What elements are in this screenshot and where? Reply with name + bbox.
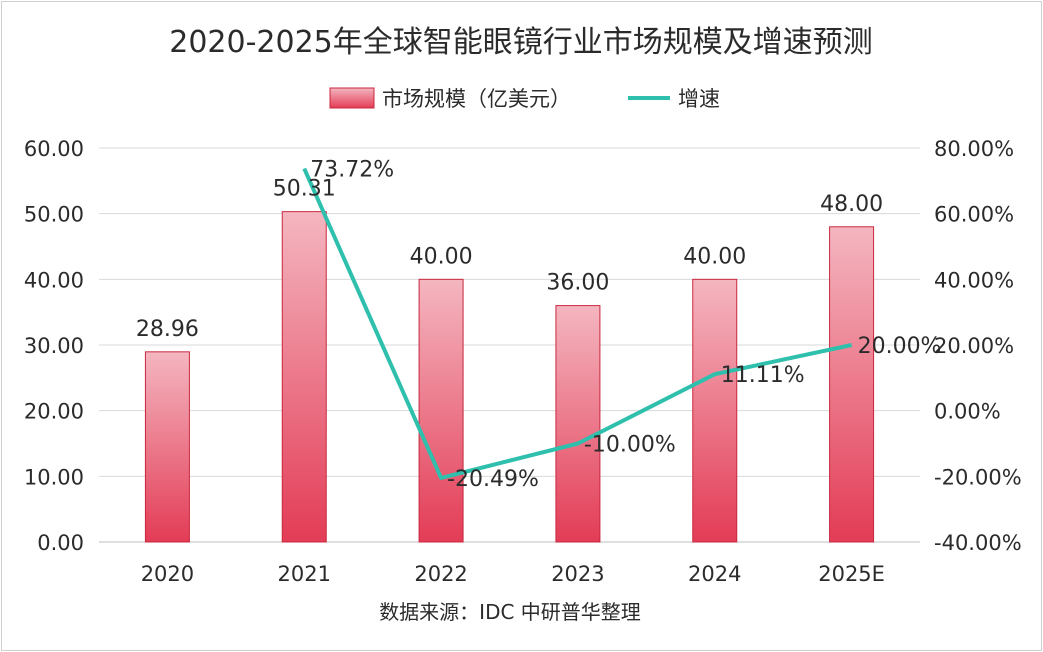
x-tick-label: 2020 [141, 562, 194, 586]
y-left-tick-label: 10.00 [24, 465, 84, 489]
legend-label-market-size: 市场规模（亿美元） [382, 87, 571, 111]
y-right-tick-label: 60.00% [934, 203, 1014, 227]
bar [692, 278, 738, 543]
bar-value-label: 40.00 [410, 244, 473, 269]
gridlines [99, 147, 920, 543]
chart-title: 2020-2025年全球智能眼镜行业市场规模及增速预测 [169, 25, 873, 60]
x-tick-label: 2021 [278, 562, 331, 586]
x-tick-label: 2024 [688, 562, 741, 586]
y-left-tick-label: 20.00 [24, 400, 84, 424]
source-note: 数据来源：IDC 中研普华整理 [379, 600, 641, 624]
bar [144, 351, 190, 543]
y-left-tick-label: 40.00 [24, 268, 84, 292]
y-right-tick-label: 40.00% [934, 268, 1014, 292]
bar [555, 305, 601, 543]
growth-value-label: -20.49% [447, 467, 539, 492]
y-axis-left: 0.00 10.00 20.00 30.00 40.00 50.00 60.00 [24, 137, 84, 555]
y-left-tick-label: 60.00 [24, 137, 84, 161]
y-left-tick-label: 50.00 [24, 203, 84, 227]
x-tick-label: 2025E [818, 562, 885, 586]
growth-value-label: 20.00% [858, 334, 942, 359]
y-right-tick-label: 20.00% [934, 334, 1014, 358]
y-right-tick-label: -40.00% [934, 531, 1022, 555]
y-right-tick-label: 0.00% [934, 400, 1001, 424]
legend: 市场规模（亿美元） 增速 [329, 87, 720, 111]
line-data-labels: 73.72% -20.49% -10.00% 11.11% 20.00% [310, 158, 941, 492]
growth-value-label: 11.11% [721, 363, 805, 388]
growth-value-label: 73.72% [310, 158, 394, 183]
bar-value-label: 40.00 [683, 244, 746, 269]
y-axis-right: -40.00% -20.00% 0.00% 20.00% 40.00% 60.00% 80.… [934, 137, 1022, 555]
x-tick-label: 2022 [414, 562, 467, 586]
bar-value-label: 36.00 [546, 271, 609, 296]
bar-value-label: 28.96 [136, 317, 199, 342]
bar [281, 211, 327, 543]
bar-series [144, 211, 875, 543]
bar-value-label: 48.00 [820, 192, 883, 217]
growth-line-series [302, 167, 853, 480]
x-tick-label: 2023 [551, 562, 604, 586]
x-axis: 2020 2021 2022 2023 2024 2025E [141, 562, 885, 586]
y-left-tick-label: 0.00 [37, 531, 84, 555]
y-left-tick-label: 30.00 [24, 334, 84, 358]
y-right-tick-label: 80.00% [934, 137, 1014, 161]
growth-line [302, 167, 853, 480]
legend-bar-swatch [329, 87, 375, 109]
growth-value-label: -10.00% [584, 433, 676, 458]
bar [829, 226, 875, 543]
y-right-tick-label: -20.00% [934, 465, 1022, 489]
legend-label-growth: 增速 [678, 87, 720, 111]
bar-data-labels: 28.96 50.31 40.00 36.00 40.00 48.00 [136, 177, 883, 342]
bar-value-label: 50.31 [273, 177, 336, 202]
bar [418, 278, 464, 543]
